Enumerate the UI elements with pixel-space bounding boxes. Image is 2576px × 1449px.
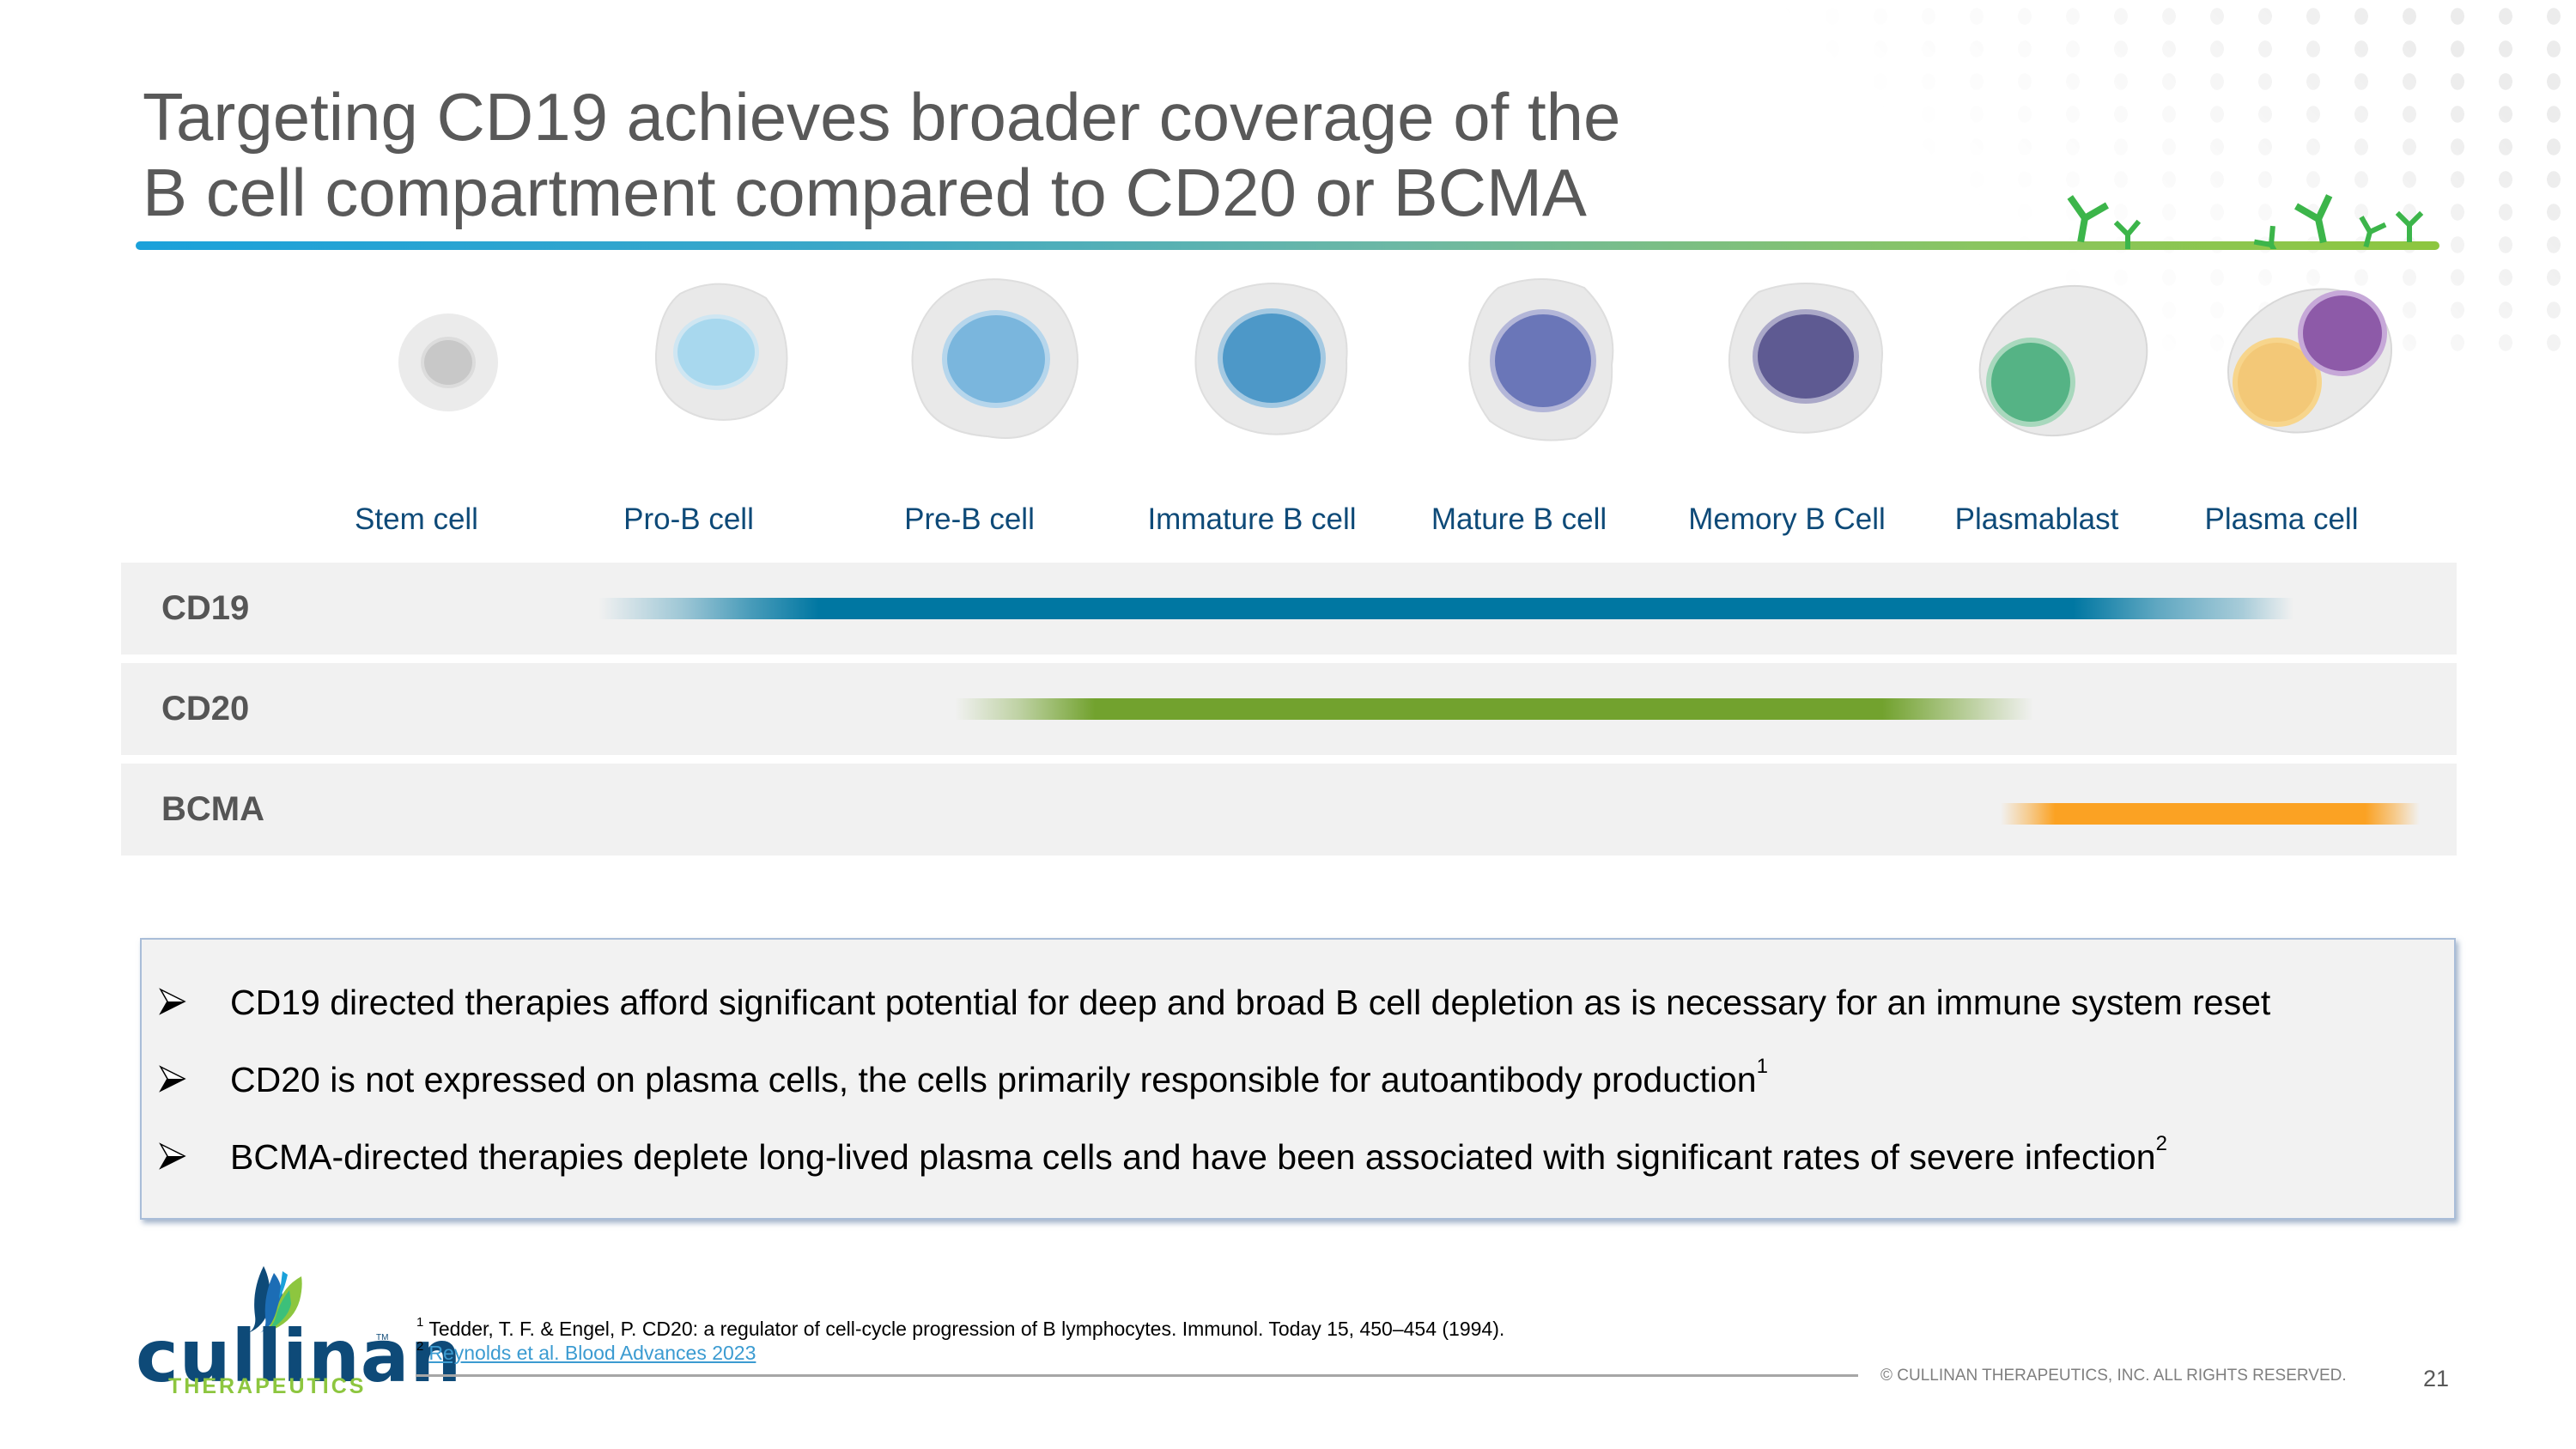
footnote-ref: 1 [1756,1055,1768,1078]
cell-label-stem: Stem cell [355,502,478,536]
key-points-box: CD19 directed therapies afford significa… [140,938,2456,1220]
pre-b-cell-icon [911,278,1078,439]
row-label: CD19 [161,589,250,627]
title-line-1: Targeting CD19 achieves broader coverage… [143,79,1621,155]
cell-label-memory-b: Memory B Cell [1688,502,1886,536]
leaf-logo-icon [248,1266,302,1333]
page-title: Targeting CD19 achieves broader coverage… [143,79,1946,230]
cell-label-plasma: Plasma cell [2204,502,2359,536]
cell-label-mature-b: Mature B cell [1431,502,1607,536]
plasmablast-icon [1978,284,2148,437]
row-label: BCMA [161,790,264,828]
title-line-2: B cell compartment compared to CD20 or B… [143,155,1587,230]
cell-label-pro-b: Pro-B cell [623,502,754,536]
footnote-ref: 2 [2155,1132,2167,1155]
pro-b-cell-icon [654,283,788,421]
arrow-bullet-icon [159,1142,186,1170]
cell-label-pre-b: Pre-B cell [904,502,1035,536]
cell-label-immature-b: Immature B cell [1147,502,1357,536]
logo-subtitle: THERAPEUTICS [168,1374,367,1398]
expression-row-cd19: CD19 [121,563,2457,654]
footnote-2: 2 Reynolds et al. Blood Advances 2023 [416,1339,756,1364]
copyright-notice: © CULLINAN THERAPEUTICS, INC. ALL RIGHTS… [1880,1367,2347,1385]
bcma-expression-bar [2001,803,2420,825]
expression-row-bcma: BCMA [121,764,2457,855]
cd19-expression-bar [598,598,2293,619]
memory-b-cell-icon [1728,283,1883,434]
plasma-cell-icon [2227,288,2393,434]
stem-cell-icon [398,314,498,411]
logo-wordmark: cullinan [136,1314,463,1398]
footnote-1: 1 Tedder, T. F. & Engel, P. CD20: a regul… [416,1315,1505,1340]
reynolds-reference-link[interactable]: Reynolds et al. Blood Advances 2023 [428,1342,756,1364]
immature-b-cell-icon [1194,283,1348,435]
arrow-bullet-icon [159,988,186,1015]
footer-divider [416,1374,1858,1377]
title-underline [136,241,2439,250]
arrow-bullet-icon [159,1065,186,1093]
cell-label-plasmablast: Plasmablast [1954,502,2119,536]
page-number: 21 [2423,1366,2450,1391]
antibody-icons [2067,194,2424,249]
mature-b-cell-icon [1468,278,1614,441]
halftone-dot-pattern [1760,0,2576,361]
cd20-expression-bar [955,698,2033,720]
row-label: CD20 [161,690,250,728]
expression-row-cd20: CD20 [121,663,2457,755]
logo-trademark: TM [376,1333,389,1342]
